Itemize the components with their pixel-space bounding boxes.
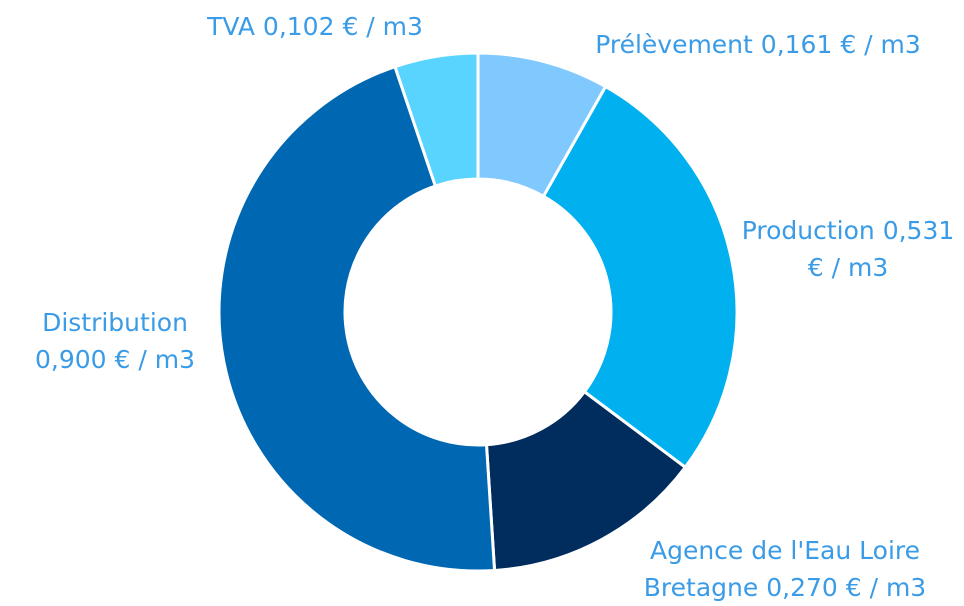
- value-label: 0,161 € / m3: [760, 30, 921, 59]
- donut-slice: [393, 51, 480, 188]
- slice-label: Production 0,531 € / m3: [738, 212, 958, 286]
- value-label: 0,531 € / m3: [807, 216, 955, 282]
- donut-slice: [541, 84, 739, 470]
- slice-label: Prélèvement 0,161 € / m3: [548, 26, 964, 63]
- value-label: 0,900 € / m3: [35, 345, 195, 374]
- donut-slice: [217, 64, 497, 573]
- value-label: 0,270 € / m3: [766, 573, 927, 602]
- category-label: Prélèvement: [595, 30, 753, 59]
- category-label: TVA: [207, 12, 255, 41]
- slice-label: Distribution 0,900 € / m3: [5, 304, 225, 378]
- category-label: Agence de l'Eau Loire Bretagne: [643, 536, 921, 602]
- slice-label: Agence de l'Eau Loire Bretagne 0,270 € /…: [600, 532, 964, 606]
- value-label: 0,102 € / m3: [262, 12, 423, 41]
- category-label: Distribution: [42, 308, 188, 337]
- category-label: Production: [741, 216, 875, 245]
- slice-label: TVA 0,102 € / m3: [150, 8, 480, 45]
- donut-slice: [484, 389, 688, 573]
